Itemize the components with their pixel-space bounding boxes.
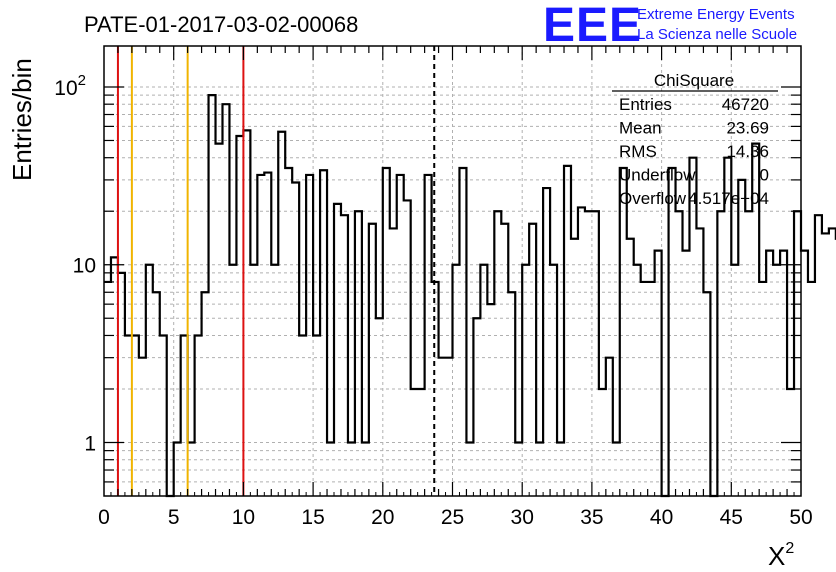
histogram-bin (766, 251, 773, 496)
stats-rows: Entries 46720 Mean 23.69 RMS 14.36 Underflow 0 O… (619, 95, 769, 208)
y-tick-label: 102 (54, 72, 86, 100)
x-axis-label-exponent: 2 (785, 540, 794, 557)
eee-logo-mark: EEE (543, 0, 642, 52)
vertical-markers (116, 46, 436, 496)
histogram-bin (808, 282, 815, 496)
x-tick-label: 15 (301, 506, 324, 529)
histogram-bin (801, 251, 808, 496)
stats-value: 14.36 (726, 142, 769, 161)
x-axis-label-base: X (768, 541, 785, 571)
histogram-bin (683, 251, 690, 496)
histogram-bin (571, 239, 578, 496)
histogram-bin (745, 211, 752, 496)
stats-label: Mean (619, 119, 662, 138)
histogram-bin (731, 265, 738, 496)
y-axis-label: Entries/bin (7, 58, 37, 181)
histogram-bin (627, 239, 634, 496)
x-tick-label: 0 (98, 506, 110, 529)
histogram-bin (216, 144, 223, 496)
histogram-bin (376, 318, 383, 496)
x-tick-label: 40 (650, 506, 673, 529)
stats-value: 23.69 (726, 119, 769, 138)
histogram-bin (229, 265, 236, 496)
x-tick-label: 30 (511, 506, 534, 529)
y-tick-label: 10 (73, 255, 96, 278)
histogram-bin (585, 211, 592, 496)
chart-title: PATE-01-2017-03-02-00068 (84, 12, 358, 37)
stats-value: 46720 (722, 95, 769, 114)
eee-logo-line2: La Scienza nelle Scuole (637, 26, 797, 43)
histogram-bin (446, 358, 453, 496)
histogram-bin (250, 265, 257, 496)
histogram-bin (578, 207, 585, 496)
histogram-bin (313, 335, 320, 496)
y-tick-labels: 1 10 102 (54, 72, 96, 456)
y-tick-label: 1 (84, 432, 96, 455)
x-axis-label: X2 (768, 540, 794, 571)
histogram-bin (132, 335, 139, 496)
stats-label: Entries (619, 95, 672, 114)
eee-logo-line1: Extreme Energy Events (637, 6, 795, 23)
histogram-bin (676, 211, 683, 496)
histogram-bin (439, 358, 446, 496)
stats-label: Underflow (619, 166, 696, 185)
histogram-bin (299, 335, 306, 496)
x-tick-label: 10 (232, 506, 255, 529)
x-tick-label: 50 (789, 506, 812, 529)
x-tick-label: 35 (580, 506, 603, 529)
x-tick-labels: 0 5 10 15 20 25 30 35 40 45 50 (98, 506, 813, 529)
x-tick-label: 25 (441, 506, 464, 529)
histogram-bin (271, 265, 278, 496)
histogram-bin (829, 228, 836, 496)
stats-value: 0 (760, 166, 769, 185)
histogram-bin (822, 233, 829, 496)
histogram-bin (285, 168, 292, 496)
axis-ticks (104, 46, 801, 496)
stats-label: RMS (619, 142, 657, 161)
x-tick-label: 20 (371, 506, 394, 529)
stats-box: ChiSquare Entries 46720 Mean 23.69 RMS 14.36 U… (612, 71, 778, 208)
stats-label: Overflow (619, 189, 687, 208)
histogram-bin (634, 265, 641, 496)
x-tick-label: 5 (168, 506, 180, 529)
histogram-bin (487, 304, 494, 496)
histogram-bin (390, 228, 397, 496)
histogram-bin (773, 265, 780, 496)
histogram-bin (125, 335, 132, 496)
x-tick-label: 45 (720, 506, 743, 529)
eee-logo: EEE Extreme Energy Events La Scienza nel… (543, 0, 797, 52)
stats-value: 4.517e+04 (688, 189, 769, 208)
histogram-bin (139, 358, 146, 496)
stats-title: ChiSquare (654, 71, 734, 90)
